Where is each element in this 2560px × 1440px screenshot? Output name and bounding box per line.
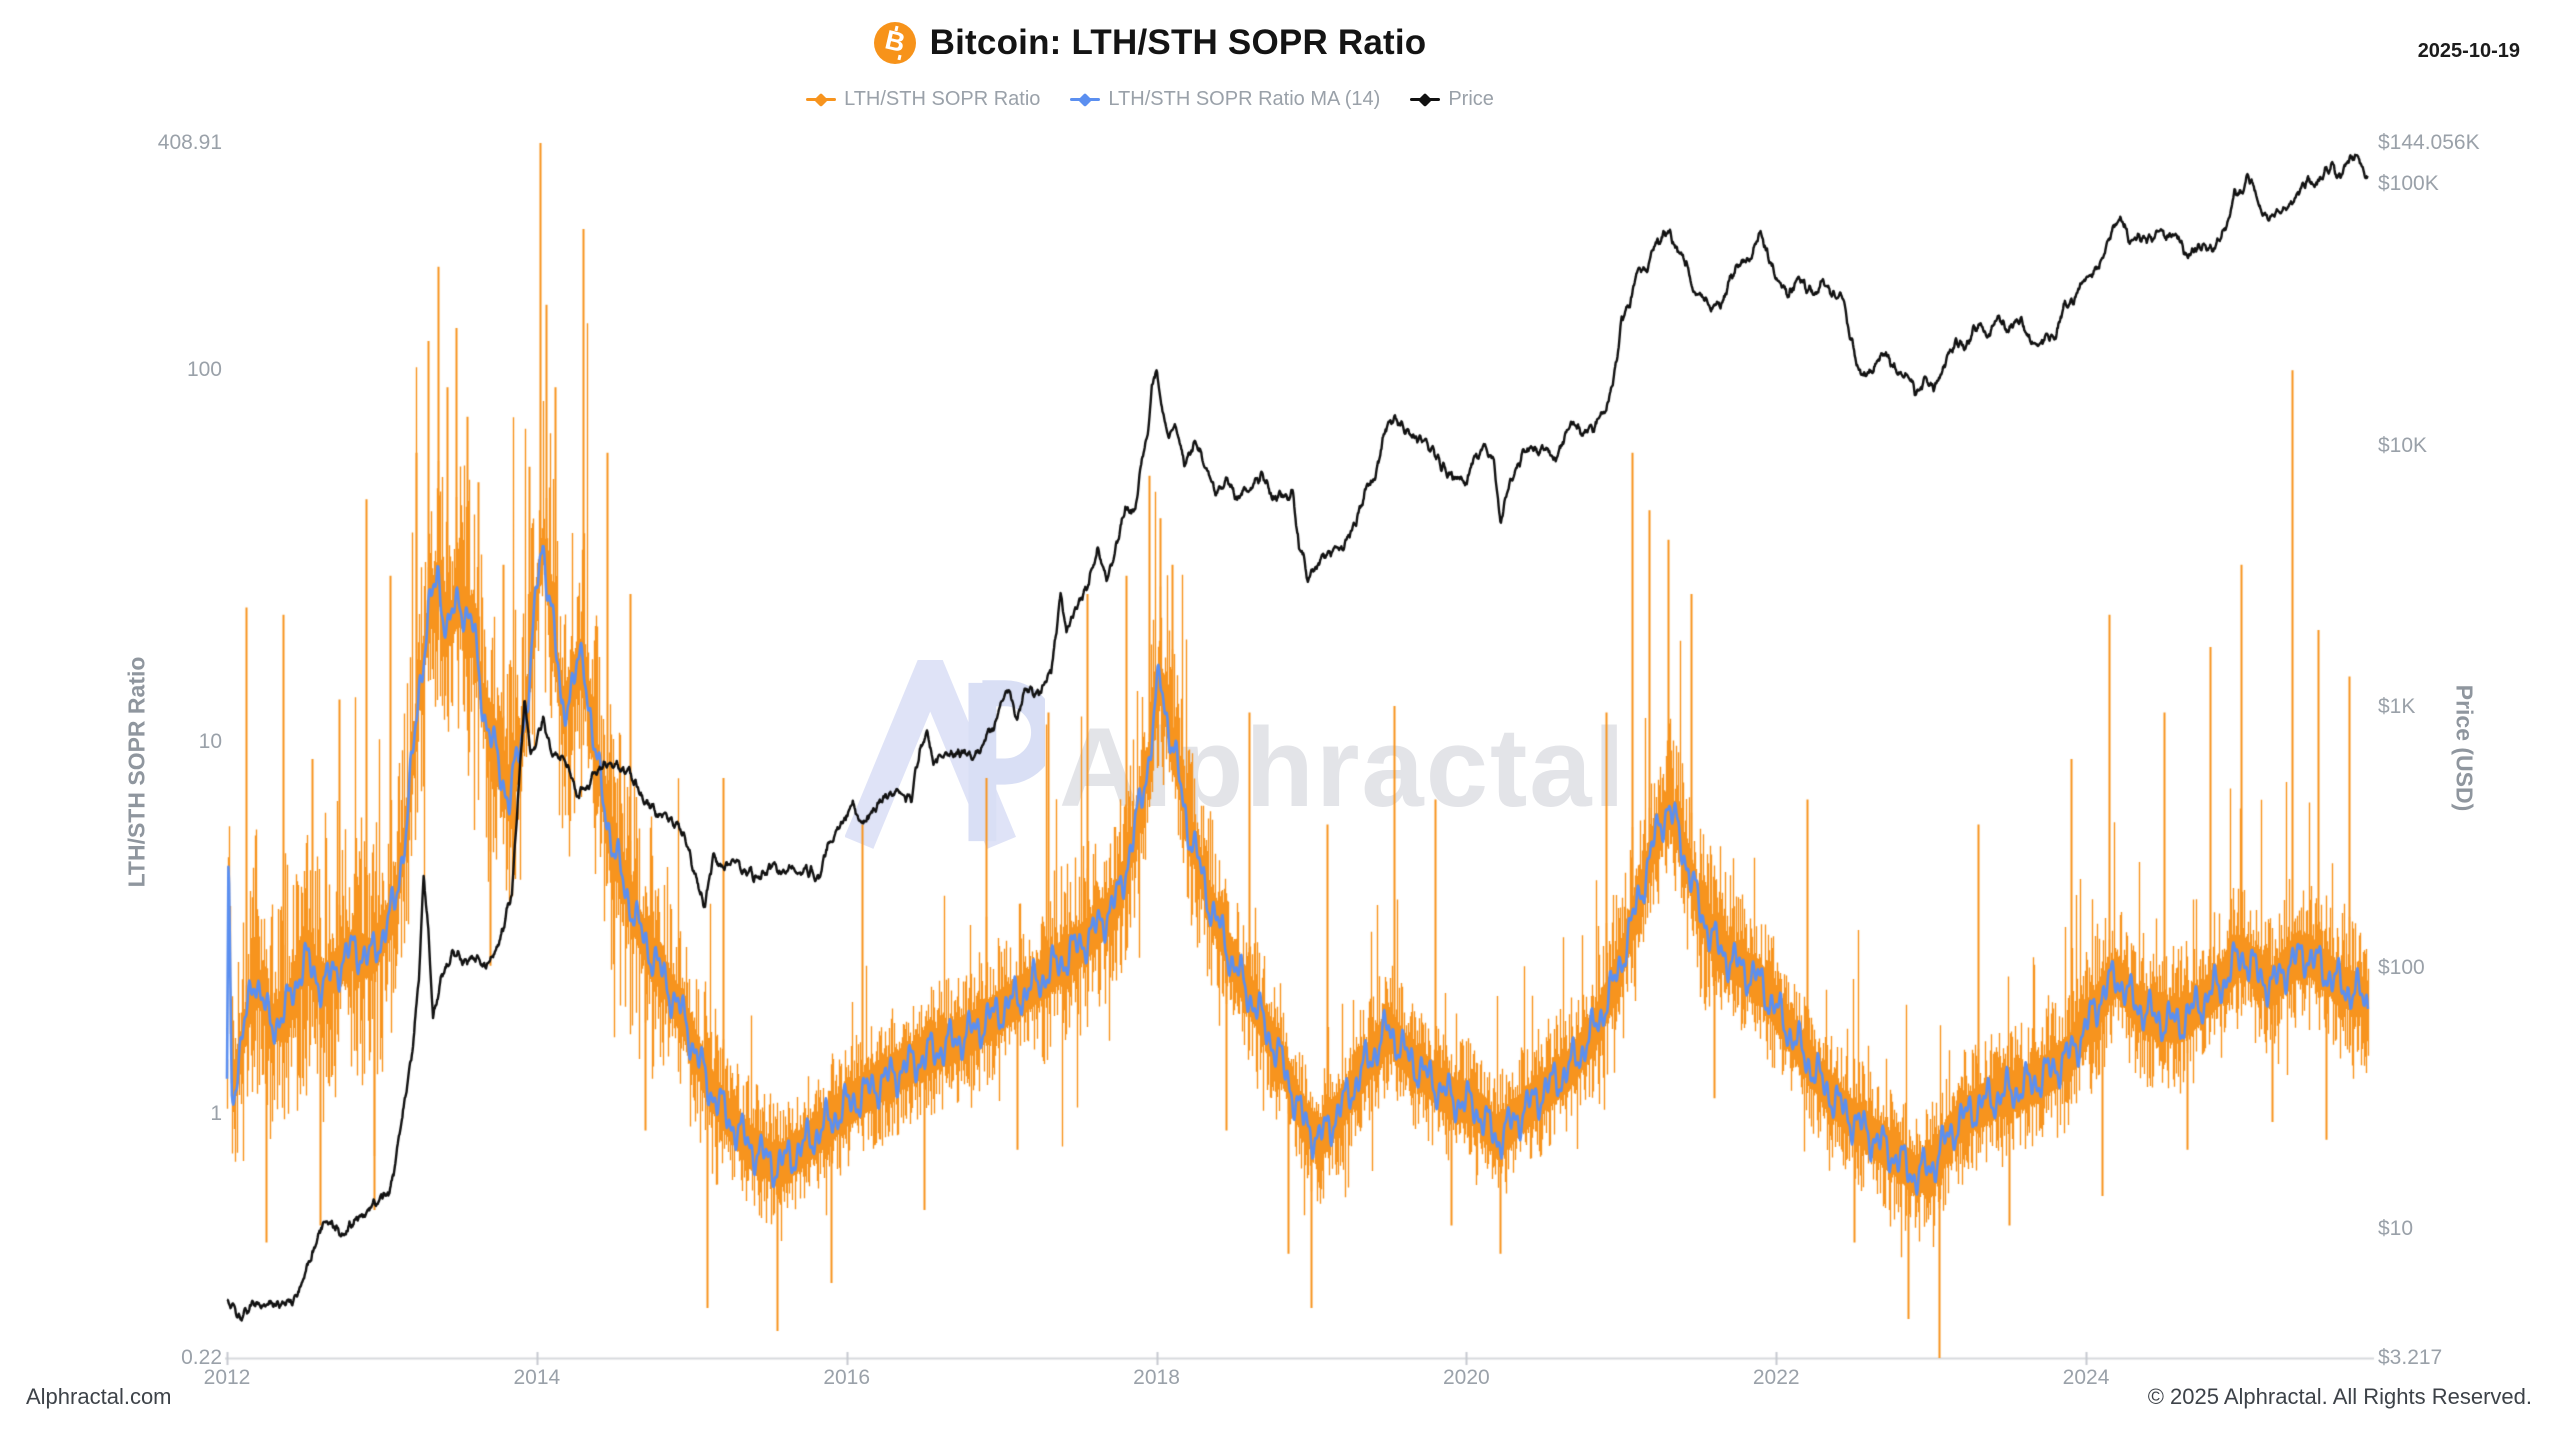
y-left-tick-label: 0.22: [181, 1346, 222, 1369]
x-tick-label: 2014: [513, 1366, 561, 1389]
x-tick-label: 2016: [823, 1366, 871, 1389]
footer-site-link: Alphractal.com: [26, 1384, 172, 1409]
bitcoin-icon: B: [873, 22, 916, 64]
footer-copyright: © 2025 Alphractal. All Rights Reserved.: [2147, 1384, 2532, 1409]
report-date: 2025-10-19: [2417, 40, 2520, 62]
legend-marker-icon: [1070, 92, 1101, 107]
legend-label: LTH/STH SOPR Ratio MA (14): [1108, 88, 1381, 110]
y-left-tick-label: 100: [186, 358, 222, 382]
y-right-tick-label: $100K: [2378, 172, 2439, 196]
legend-marker-icon: [806, 92, 837, 107]
chart-title: Bitcoin: LTH/STH SOPR Ratio: [929, 23, 1427, 62]
x-tick-label: 2024: [2062, 1366, 2110, 1389]
y-left-tick-label: 1: [210, 1101, 222, 1125]
title-bar: B Bitcoin: LTH/STH SOPR Ratio: [0, 22, 2300, 64]
y-right-tick-label: $10: [2378, 1217, 2414, 1241]
x-tick-label: 2022: [1752, 1366, 1800, 1389]
x-tick-label: 2020: [1443, 1366, 1490, 1389]
x-tick-label: 2018: [1133, 1366, 1180, 1389]
y-right-tick-label: $1K: [2378, 694, 2416, 718]
y-left-tick-label: 408.91: [157, 131, 222, 154]
y-right-tick-label: $144.056K: [2378, 131, 2480, 154]
y-right-tick-label: $10K: [2378, 433, 2428, 457]
legend-label: LTH/STH SOPR Ratio: [844, 88, 1041, 110]
legend-item-2[interactable]: LTH/STH SOPR Ratio MA (14): [1070, 88, 1380, 111]
legend-item-1[interactable]: LTH/STH SOPR Ratio: [806, 88, 1040, 111]
y-right-tick-label: $100: [2378, 956, 2425, 980]
y-left-tick-label: 10: [198, 729, 222, 753]
legend-label: Price: [1448, 88, 1494, 110]
x-tick-label: 2012: [203, 1366, 251, 1389]
y-axis-title-right: Price (USD): [2451, 684, 2478, 812]
y-right-tick-label: $3.217: [2378, 1346, 2443, 1369]
y-axis-title-left: LTH/STH SOPR Ratio: [123, 656, 150, 888]
legend: LTH/STH SOPR Ratio LTH/STH SOPR Ratio MA …: [0, 88, 2300, 111]
legend-marker-icon: [1410, 92, 1441, 107]
legend-item-3[interactable]: Price: [1410, 88, 1494, 111]
